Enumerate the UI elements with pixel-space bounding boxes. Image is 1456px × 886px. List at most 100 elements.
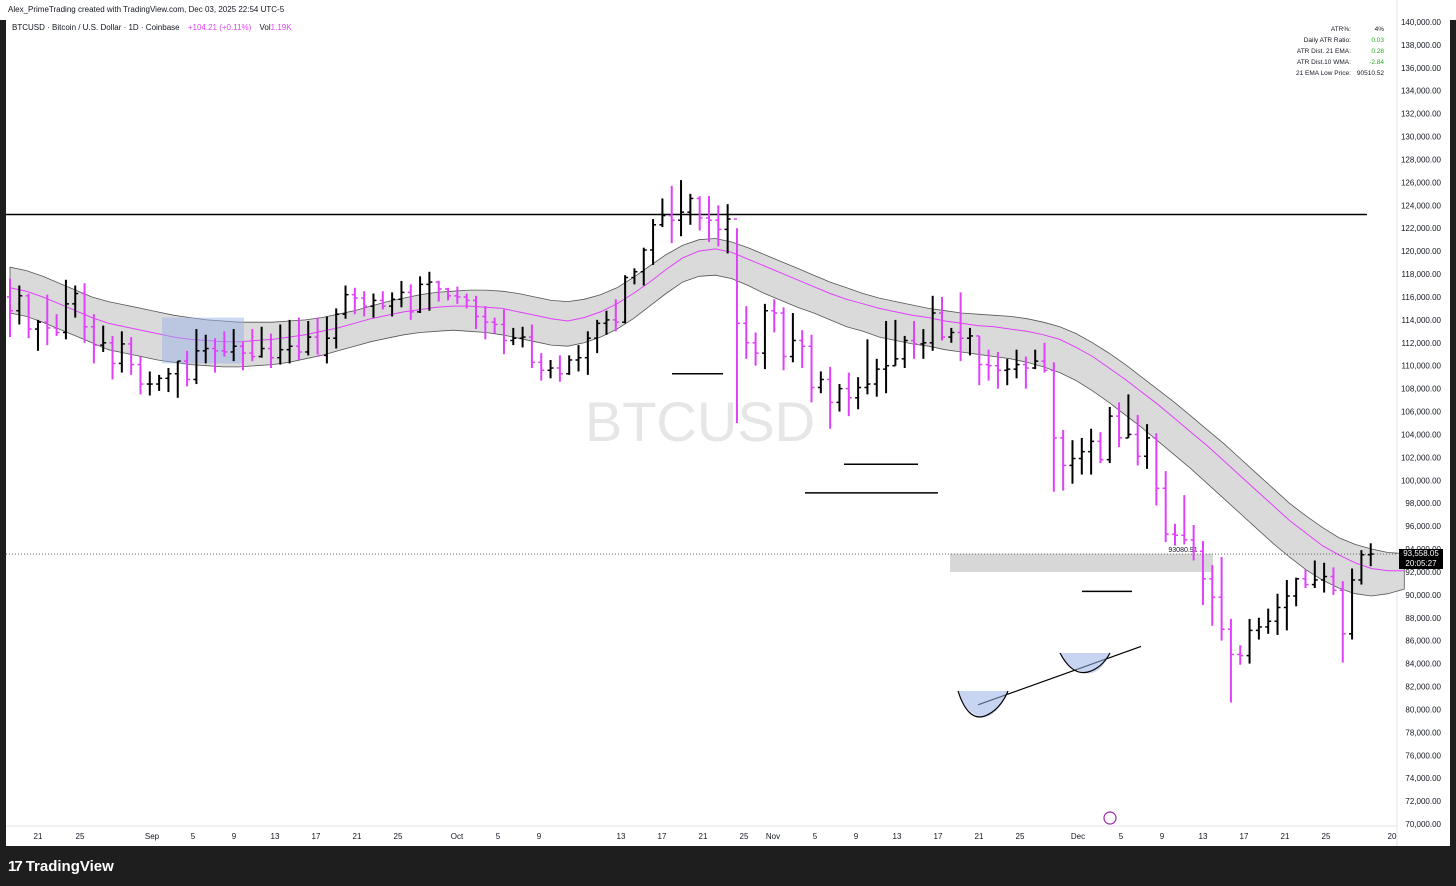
price-tick-label: 132,000.00 <box>1401 110 1442 119</box>
price-tick-label: 92,000.00 <box>1405 568 1441 577</box>
replay-icon <box>1103 811 1117 825</box>
price-tick-label: 84,000.00 <box>1405 660 1441 669</box>
time-tick-label: 5 <box>191 832 196 841</box>
atr-value: -2.84 <box>1369 59 1385 66</box>
price-tick-label: 112,000.00 <box>1402 339 1442 348</box>
atr-value: 0.03 <box>1371 37 1385 44</box>
time-tick-label: 21 <box>353 832 362 841</box>
cup-curve-right <box>1059 652 1111 674</box>
symbol-legend: BTCUSD · Bitcoin / U.S. Dollar · 1D · Co… <box>12 23 292 32</box>
time-tick-label: 5 <box>1119 832 1124 841</box>
atr-value: 90510.52 <box>1356 70 1385 77</box>
price-tick-label: 130,000.00 <box>1401 133 1442 142</box>
price-tick-label: 138,000.00 <box>1401 41 1442 50</box>
price-tick-label: 106,000.00 <box>1401 408 1442 417</box>
price-tick-label: 134,000.00 <box>1401 87 1442 96</box>
time-tick-label: 13 <box>893 832 902 841</box>
time-tick-label: 25 <box>740 832 749 841</box>
time-tick-label: 5 <box>813 832 818 841</box>
price-tick-label: 82,000.00 <box>1405 683 1441 692</box>
time-tick-label: Oct <box>451 832 464 841</box>
time-tick-label: 20 <box>1388 832 1397 841</box>
price-tick-label: 136,000.00 <box>1401 64 1442 73</box>
last-price-tag: 93,558.05 <box>1399 549 1443 559</box>
time-tick-label: 9 <box>1160 832 1165 841</box>
price-tick-label: 96,000.00 <box>1405 522 1441 531</box>
price-tick-label: 128,000.00 <box>1401 155 1442 164</box>
time-tick-label: Dec <box>1071 832 1085 841</box>
price-tick-label: 114,000.00 <box>1402 316 1442 325</box>
atr-row: 21 EMA Low Price: 90510.52 <box>1293 68 1387 79</box>
atr-label: Daily ATR Ratio: <box>1303 37 1351 44</box>
price-tick-label: 102,000.00 <box>1401 453 1442 462</box>
time-tick-label: 25 <box>76 832 85 841</box>
time-tick-label: 25 <box>1322 832 1331 841</box>
price-tick-label: 126,000.00 <box>1401 178 1442 187</box>
atr-label: ATR%: <box>1330 26 1351 33</box>
atr-row: ATR Dist.10 WMA: -2.84 <box>1293 57 1387 68</box>
tradingview-mark-icon: 17 <box>8 857 23 875</box>
price-tick-label: 70,000.00 <box>1405 820 1441 829</box>
price-tick-label: 90,000.00 <box>1405 591 1441 600</box>
atr-row: Daily ATR Ratio: 0.03 <box>1293 35 1387 46</box>
time-tick-label: 21 <box>1281 832 1290 841</box>
volume-label: Vol <box>259 23 271 32</box>
chart-frame <box>6 0 1450 846</box>
atr-label: ATR Dist.10 WMA: <box>1296 59 1351 66</box>
atr-label: 21 EMA Low Price: <box>1296 70 1351 77</box>
tradingview-wordmark: TradingView <box>25 857 114 875</box>
volume-value: 1.19K <box>270 23 292 32</box>
price-chart[interactable]: BTCUSD 140,000.00 138,000.00 136,000.00 134,… <box>0 0 1456 846</box>
time-tick-label: 21 <box>699 832 708 841</box>
price-tick-label: 116,000.00 <box>1402 293 1442 302</box>
time-tick-label: 21 <box>975 832 984 841</box>
time-tick-label: 9 <box>854 832 859 841</box>
time-tick-label: 13 <box>271 832 280 841</box>
price-tick-label: 104,000.00 <box>1401 430 1442 439</box>
time-tick-label: Sep <box>145 832 160 841</box>
atr-value: 0.28 <box>1371 48 1385 55</box>
attribution-bar: Alex_PrimeTrading created with TradingVi… <box>0 0 1456 20</box>
time-tick-label: 21 <box>34 832 43 841</box>
resistance-zone <box>950 553 1213 572</box>
symbol-line: BTCUSD · Bitcoin / U.S. Dollar · 1D · Co… <box>12 23 180 32</box>
time-tick-label: 13 <box>617 832 626 841</box>
countdown-tag: 20:05:27 <box>1399 559 1443 569</box>
price-tick-label: 100,000.00 <box>1401 476 1442 485</box>
price-tick-label: 78,000.00 <box>1405 728 1441 737</box>
keltner-band <box>9 238 1405 597</box>
time-tick-label: 13 <box>1199 832 1208 841</box>
cup-curve-left <box>957 690 1009 718</box>
atr-row: ATR Dist. 21 EMA: 0.28 <box>1293 46 1387 57</box>
time-tick-label: 17 <box>1240 832 1249 841</box>
atr-value: 4% <box>1374 26 1385 33</box>
price-tick-label: 120,000.00 <box>1401 247 1442 256</box>
time-tick-label: Nov <box>766 832 780 841</box>
consolidation-box <box>162 317 244 364</box>
time-tick-label: 25 <box>394 832 403 841</box>
price-tick-label: 80,000.00 <box>1405 705 1441 714</box>
price-tick-label: 76,000.00 <box>1405 751 1441 760</box>
change-value: +104.21 (+0.11%) <box>187 23 252 32</box>
footer-bar <box>0 846 1456 886</box>
atr-label: ATR Dist. 21 EMA: <box>1296 48 1351 55</box>
time-tick-label: 17 <box>658 832 667 841</box>
time-tick-label: 9 <box>537 832 542 841</box>
time-tick-label: 25 <box>1016 832 1025 841</box>
level-label: 93080.91 <box>1168 547 1197 554</box>
price-tick-label: 72,000.00 <box>1405 797 1441 806</box>
cup-fill-left <box>958 691 1008 717</box>
tradingview-logo[interactable]: 17 TradingView <box>8 856 114 876</box>
time-tick-label: 17 <box>934 832 943 841</box>
price-tick-label: 110,000.00 <box>1402 362 1442 371</box>
time-tick-label: 17 <box>312 832 321 841</box>
atr-stats-table: ATR%: 4% Daily ATR Ratio: 0.03 ATR Dist. 21 … <box>1293 24 1387 79</box>
price-tick-label: 108,000.00 <box>1401 385 1442 394</box>
price-tick-label: 74,000.00 <box>1405 774 1441 783</box>
attribution-text: Alex_PrimeTrading created with TradingVi… <box>8 5 285 14</box>
symbol-watermark: BTCUSD <box>585 390 815 453</box>
price-tick-label: 98,000.00 <box>1405 499 1441 508</box>
price-tick-label: 88,000.00 <box>1405 614 1441 623</box>
price-tick-label: 124,000.00 <box>1401 201 1442 210</box>
time-tick-label: 9 <box>232 832 237 841</box>
